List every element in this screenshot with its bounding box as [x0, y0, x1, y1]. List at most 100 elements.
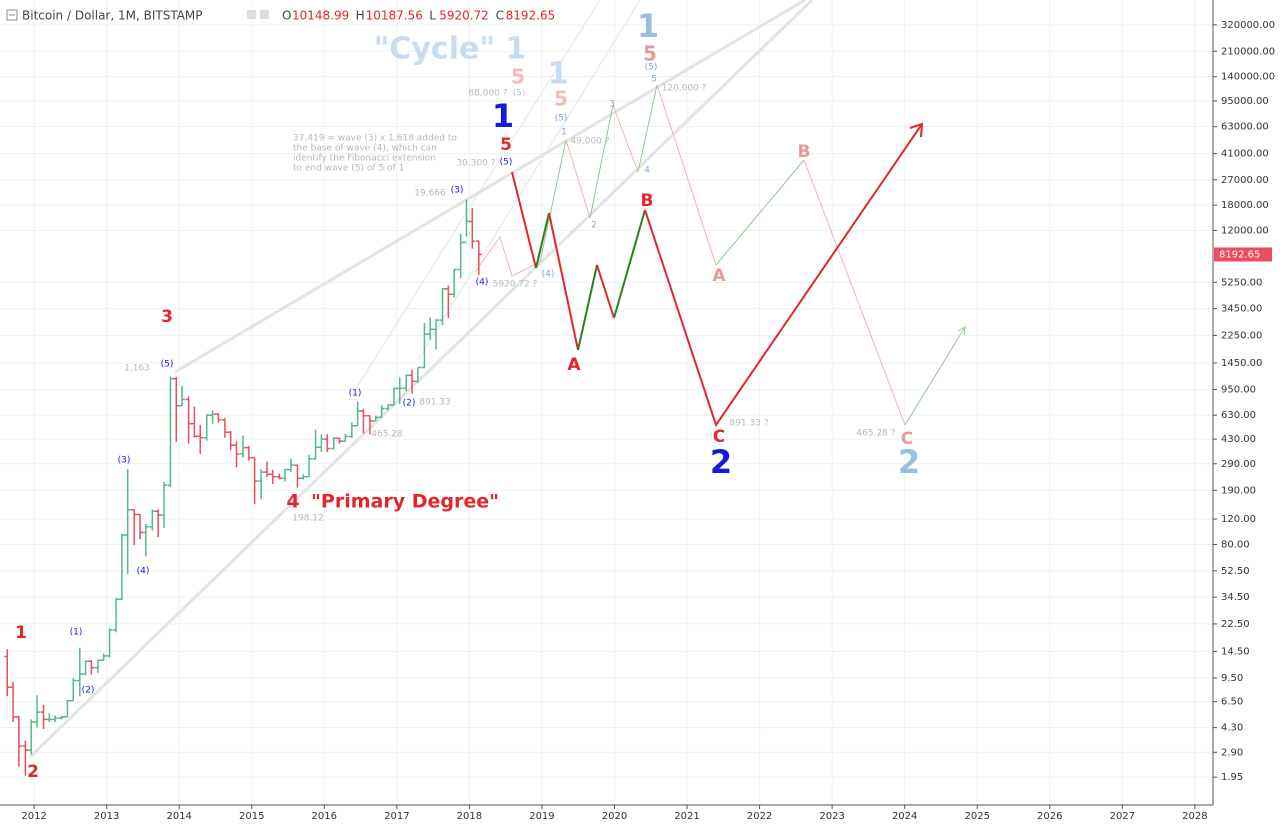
annotation: 1 [492, 97, 514, 135]
last-price-label: 8192.65 [1219, 249, 1260, 260]
y-tick-label: 9.50 [1221, 673, 1243, 684]
time-axis-bg [0, 805, 1213, 832]
y-tick-label: 2250.00 [1221, 330, 1262, 341]
annotation: 2 [591, 221, 597, 231]
grid [0, 0, 1213, 805]
y-tick-label: 63000.00 [1221, 122, 1269, 133]
y-tick-label: 630.00 [1221, 410, 1256, 421]
wave-path [656, 84, 717, 266]
annotation: 5 [500, 135, 512, 155]
y-tick-label: 950.00 [1221, 384, 1256, 395]
annotation: (4) [137, 567, 150, 577]
annotation: 49,000 ? [570, 137, 609, 147]
annotation: 198.12 [292, 514, 324, 524]
annotation: (3) [118, 456, 131, 466]
collapse-icon[interactable] [6, 9, 18, 21]
y-tick-label: 95000.00 [1221, 96, 1269, 107]
annotation: 30,300 ? [456, 159, 495, 169]
x-tick-label: 2025 [964, 811, 989, 822]
x-tick-label: 2026 [1037, 811, 1062, 822]
annotation: A [712, 266, 726, 286]
annotation: A [567, 355, 581, 375]
y-tick-label: 14.50 [1221, 646, 1250, 657]
annotation: the base of wave (4), which can [293, 144, 437, 154]
y-tick-label: 290.00 [1221, 459, 1256, 470]
faint-waves [474, 84, 966, 426]
annotation: (3) [451, 186, 464, 196]
y-tick-label: 190.00 [1221, 485, 1256, 496]
x-tick-label: 2023 [819, 811, 844, 822]
trend-line [174, 0, 806, 374]
annotation: B [798, 142, 811, 162]
wave-path [474, 235, 541, 277]
y-tick-label: 41000.00 [1221, 149, 1269, 160]
ohlc-value: 10187.56 [366, 9, 423, 23]
wave-path [715, 159, 805, 266]
y-tick-label: 5250.00 [1221, 277, 1262, 288]
annotation: (5) [161, 360, 174, 370]
x-tick-label: 2012 [21, 811, 46, 822]
wave-path [644, 123, 923, 428]
settings-icon[interactable] [260, 10, 269, 19]
annotation: (1) [70, 628, 83, 638]
annotation: (2) [82, 686, 95, 696]
annotation: 19,666 [414, 189, 446, 199]
arrow-head [909, 122, 924, 138]
x-tick-label: 2021 [674, 811, 699, 822]
annotation: 5 [511, 65, 525, 89]
x-tick-label: 2016 [312, 811, 337, 822]
annotation: (5) [513, 89, 526, 99]
y-tick-label: 12000.00 [1221, 226, 1269, 237]
wave-path [577, 264, 598, 351]
settings-icon[interactable] [247, 10, 256, 19]
annotation: 2 [27, 762, 39, 782]
annotation: 120,000 ? [662, 84, 707, 94]
wave-path [589, 104, 614, 219]
wave-path [613, 209, 646, 319]
y-tick-label: 1450.00 [1221, 358, 1262, 369]
annotation: 1 [15, 623, 27, 643]
annotation: 891.33 ? [729, 419, 768, 429]
annotation: (4) [476, 278, 489, 288]
annotation: C [713, 427, 725, 447]
y-tick-label: 34.50 [1221, 592, 1250, 603]
annotation: 2 [898, 443, 920, 481]
x-tick-label: 2013 [94, 811, 119, 822]
symbol-title: Bitcoin / Dollar, 1M, BITSTAMP [22, 9, 203, 23]
ohlc-value: 10148.99 [292, 9, 349, 23]
ohlc-legend: O 10148.99 H 10187.56 L 5920.72 C 8192.65 [282, 9, 555, 23]
annotation: (4) [542, 270, 555, 280]
arrow-head [957, 326, 966, 336]
annotation: 1 [548, 57, 569, 92]
x-tick-label: 2019 [529, 811, 554, 822]
trend-lines [28, 0, 814, 759]
y-tick-label: 430.00 [1221, 434, 1256, 445]
y-tick-label: 2.90 [1221, 747, 1243, 758]
wave-path [539, 139, 567, 263]
y-tick-label: 320000.00 [1221, 20, 1275, 31]
wave-path [803, 159, 906, 426]
y-tick-label: 22.50 [1221, 619, 1250, 630]
annotation: 3 [609, 100, 615, 110]
x-tick-label: 2020 [602, 811, 627, 822]
wave-path [637, 84, 658, 173]
annotation: 1 [637, 7, 659, 45]
annotation: B [641, 191, 654, 211]
y-tick-label: 27000.00 [1221, 175, 1269, 186]
y-tick-label: 18000.00 [1221, 200, 1269, 211]
trend-line [28, 0, 814, 759]
annotation: "Primary Degree" [311, 491, 499, 513]
annotation: (5) [645, 63, 658, 73]
ohlc-value: 8192.65 [506, 9, 556, 23]
annotation: 5920.72 ? [493, 280, 538, 290]
annotation: to end wave (5) of 5 of 1 [293, 164, 404, 174]
x-tick-label: 2018 [457, 811, 482, 822]
y-tick-label: 4.30 [1221, 723, 1243, 734]
annotation: 4 [286, 491, 299, 513]
ohlc-key: C [496, 9, 504, 23]
annotation: (5) [500, 158, 513, 168]
trend-line [417, 0, 641, 361]
